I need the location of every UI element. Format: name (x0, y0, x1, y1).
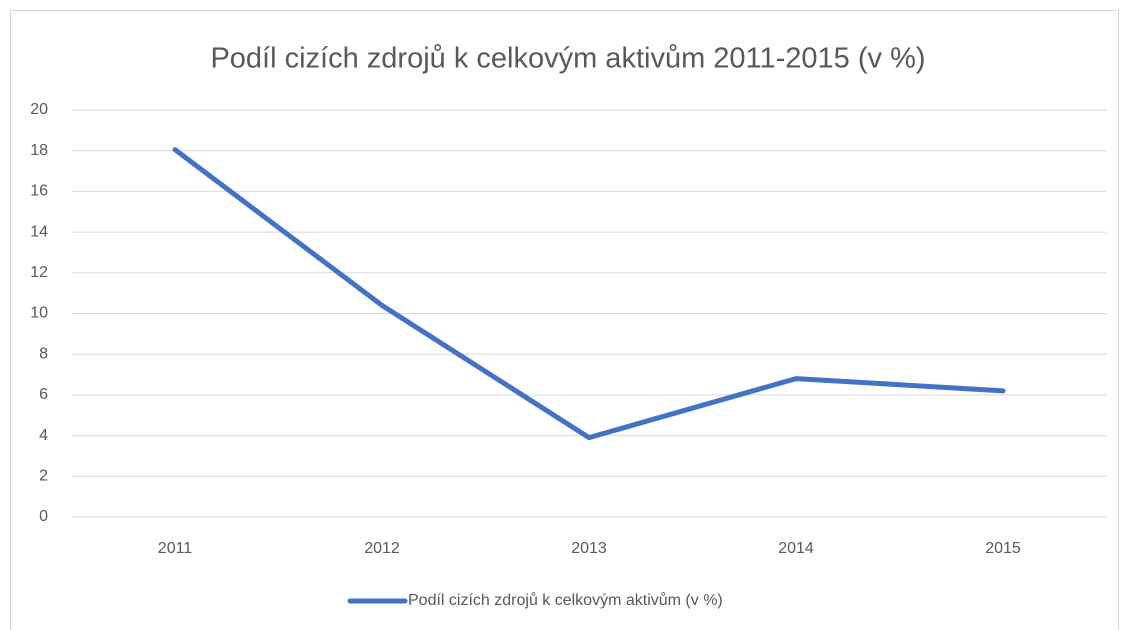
chart-title: Podíl cizích zdrojů k celkovým aktivům 2… (210, 43, 925, 75)
data-line (172, 147, 1006, 441)
y-tick-label: 16 (30, 183, 48, 200)
y-tick-label: 20 (30, 101, 48, 118)
y-tick-label: 0 (39, 508, 48, 525)
legend-label: Podíl cizích zdrojů k celkovým aktivům (… (408, 591, 723, 609)
x-tick-label: 2013 (571, 540, 607, 557)
y-tick-label: 8 (39, 345, 48, 362)
y-tick-label: 18 (30, 142, 48, 159)
y-tick-label: 14 (30, 223, 48, 240)
x-tick-label: 2012 (364, 540, 400, 557)
y-tick-label: 12 (30, 264, 48, 281)
chart-border (10, 10, 1119, 630)
x-tick-label: 2014 (778, 540, 814, 557)
y-tick-label: 4 (39, 427, 48, 444)
x-tick-label: 2011 (158, 540, 193, 557)
x-tick-label: 2015 (985, 540, 1021, 557)
y-tick-label: 2 (39, 468, 48, 485)
y-tick-label: 6 (39, 386, 48, 403)
y-tick-label: 10 (30, 305, 48, 322)
